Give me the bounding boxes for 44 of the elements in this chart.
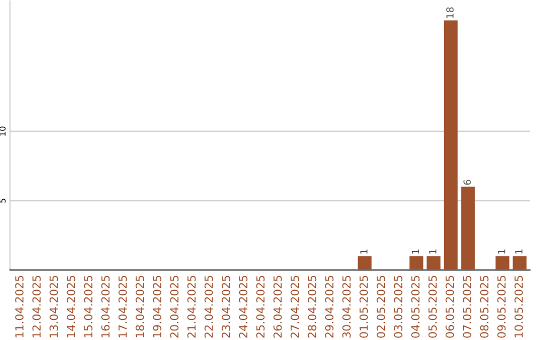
data-label: 18	[446, 7, 454, 18]
x-tick-label: 13.04.2025	[50, 276, 58, 338]
x-tick-label: 25.04.2025	[256, 276, 265, 338]
bar	[444, 20, 458, 270]
x-tick-label: 16.04.2025	[101, 276, 110, 338]
x-tick-label: 01.05.2025	[360, 276, 368, 338]
x-tick-label: 05.05.2025	[428, 276, 437, 338]
data-label: 1	[515, 249, 522, 254]
x-tick-label: 22.04.2025	[204, 276, 213, 338]
bar	[426, 256, 440, 270]
data-label: 1	[429, 249, 436, 254]
x-tick-label: 12.04.2025	[32, 276, 41, 338]
x-tick-label: 23.04.2025	[222, 276, 230, 338]
x-tick-label: 27.04.2025	[290, 276, 300, 338]
x-tick-label: 08.05.2025	[480, 276, 488, 338]
x-tick-label: 18.04.2025	[136, 276, 144, 338]
x-tick-label: 11.04.2025	[15, 276, 24, 338]
x-tick-label: 20.04.2025	[170, 276, 179, 338]
x-tick-label: 03.05.2025	[394, 276, 402, 338]
x-tick-label: 06.05.2025	[446, 276, 454, 338]
x-tick-label: 14.04.2025	[66, 276, 76, 338]
x-tick-label: 02.05.2025	[376, 276, 386, 338]
x-tick-label: 29.04.2025	[325, 276, 334, 338]
data-label: 1	[498, 249, 506, 254]
x-tick-label: 09.05.2025	[497, 276, 506, 338]
bar	[409, 256, 424, 270]
x-tick-label: 15.04.2025	[84, 276, 92, 338]
x-tick-label: 26.04.2025	[273, 276, 282, 338]
bar	[512, 256, 527, 270]
x-tick-label: 17.04.2025	[118, 276, 127, 338]
x-tick-label: 10.05.2025	[514, 276, 523, 338]
x-tick-label: 21.04.2025	[187, 276, 196, 338]
x-tick-label: 19.04.2025	[152, 276, 162, 338]
data-label: 1	[412, 249, 420, 254]
x-tick-label: 28.04.2025	[308, 276, 316, 338]
data-label: 6	[463, 180, 471, 185]
x-tick-label: 04.05.2025	[411, 276, 420, 338]
x-tick-label: 30.04.2025	[342, 276, 351, 338]
x-tick-label: 07.05.2025	[462, 276, 472, 338]
data-label: 1	[360, 249, 368, 254]
x-tick-label: 24.04.2025	[238, 276, 248, 338]
bar	[358, 256, 372, 270]
bar	[461, 186, 475, 270]
bar	[496, 256, 510, 270]
